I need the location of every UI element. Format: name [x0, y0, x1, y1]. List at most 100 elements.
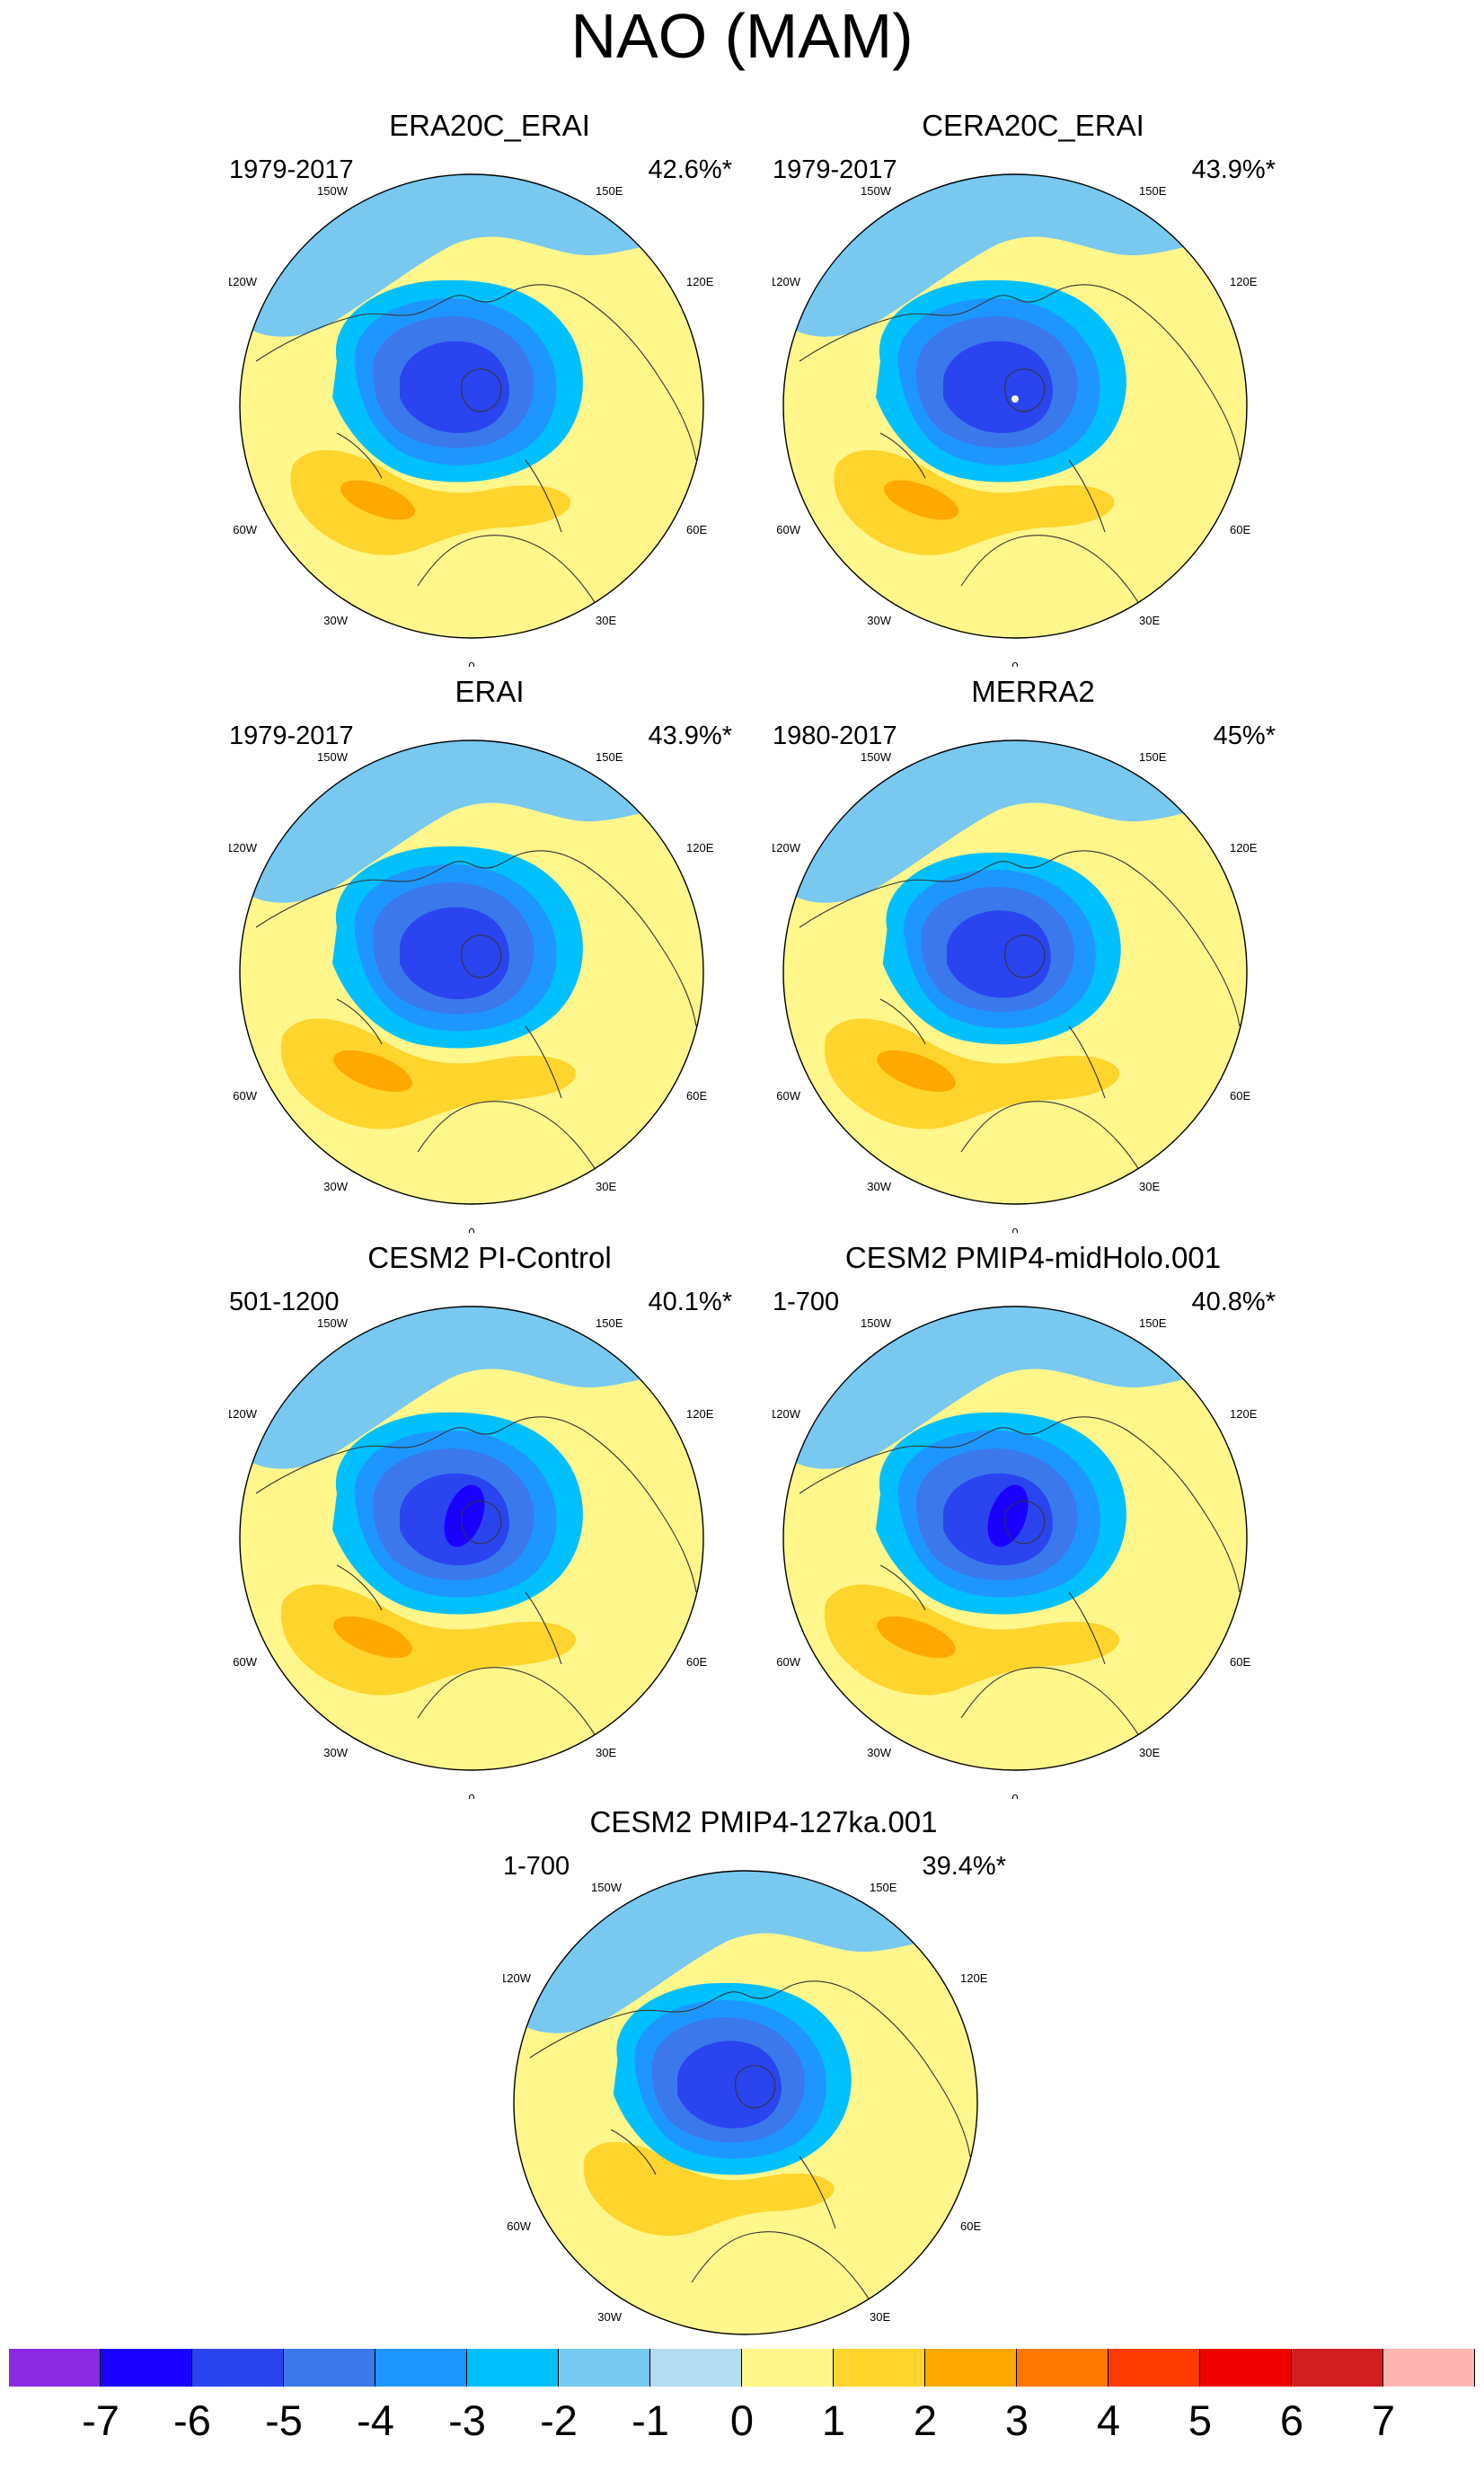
longitude-label: 150W: [861, 184, 892, 198]
colorbar-tick-label: -7: [82, 2396, 119, 2444]
colorbar-swatch: [1200, 2349, 1292, 2387]
atlantic-high-anomaly: [583, 2141, 835, 2237]
colorbar-swatch: [192, 2349, 284, 2387]
panel-period: 1-700: [773, 1288, 840, 1316]
panel-period: 1979-2017: [773, 155, 897, 184]
polar-map: 180150E120E90E60E30E030W60W90W120W150W: [229, 740, 714, 1233]
map-boundary: [513, 1870, 978, 2335]
colorbar-swatch: [834, 2349, 925, 2387]
longitude-label: 30E: [596, 1746, 616, 1759]
longitude-label: 0: [1011, 1792, 1018, 1799]
atlantic-high-anomaly: [280, 1584, 576, 1696]
panel-period: 1980-2017: [773, 722, 897, 750]
pacific-negative-region: [240, 740, 696, 903]
longitude-label: 60E: [686, 1089, 707, 1103]
arctic-low-anomaly: [332, 1412, 583, 1615]
figure-title: NAO (MAM): [570, 1, 914, 71]
longitude-label: 150E: [1139, 1316, 1167, 1330]
longitude-label: 0: [1011, 660, 1018, 667]
polar-map: 180150E120E90E60E30E030W60W90W120W150W: [229, 173, 714, 667]
pacific-negative-region: [240, 1307, 696, 1469]
longitude-label: 120E: [960, 1971, 988, 1985]
longitude-label: 120E: [1230, 1407, 1258, 1421]
longitude-label: 120E: [686, 1407, 714, 1421]
map-boundary: [239, 1306, 704, 1771]
arctic-low-anomaly: [876, 1412, 1126, 1615]
longitude-label: 120E: [1230, 275, 1258, 288]
longitude-label: 30W: [867, 1746, 891, 1759]
map-panel-erai: ERAI1979-201743.9%*180150E120E90E60E30E0…: [229, 674, 750, 1233]
coastlines: [799, 850, 1241, 1198]
panel-period: 1979-2017: [229, 722, 354, 750]
panel-title: CESM2 PMIP4-midHolo.001: [844, 1241, 1222, 1274]
colorbar-swatch: [742, 2349, 834, 2387]
colorbar-tick-label: -4: [357, 2396, 394, 2444]
longitude-label: 60E: [1230, 1655, 1250, 1669]
arctic-low-anomaly: [882, 852, 1121, 1045]
longitude-label: 60W: [776, 1089, 800, 1103]
colorbar-tick-label: 6: [1279, 2396, 1304, 2444]
colorbar-tick-label: 7: [1371, 2396, 1396, 2444]
longitude-label: 30E: [596, 1180, 616, 1193]
panel-explained-variance: 43.9%*: [1191, 155, 1276, 184]
longitude-label: 120W: [773, 841, 801, 855]
longitude-label: 60W: [233, 1655, 257, 1669]
colorbar-tick-label: -3: [448, 2396, 486, 2444]
longitude-label: 120W: [503, 1971, 532, 1985]
longitude-label: 30W: [323, 1180, 348, 1193]
longitude-label: 0: [468, 660, 474, 667]
longitude-label: 30E: [870, 2310, 890, 2324]
longitude-label: 150E: [596, 184, 623, 198]
panel-period: 1979-2017: [229, 155, 354, 184]
longitude-label: 150E: [1139, 750, 1167, 764]
polar-map: 180150E120E90E60E30E030W60W90W120W150W: [773, 173, 1258, 667]
colorbar-swatch: [1383, 2349, 1475, 2387]
pacific-negative-region: [783, 740, 1240, 903]
longitude-label: 120E: [686, 275, 714, 288]
longitude-label: 150W: [317, 750, 349, 764]
colorbar-swatch: [9, 2349, 101, 2387]
longitude-label: 30W: [323, 1746, 348, 1759]
coastlines: [529, 1980, 971, 2328]
longitude-label: 30W: [323, 614, 348, 627]
colorbar-swatch: [1292, 2349, 1383, 2387]
longitude-label: 120E: [1230, 841, 1258, 855]
atlantic-high-anomaly: [824, 1018, 1119, 1129]
longitude-label: 150E: [596, 1316, 623, 1330]
longitude-label: 30W: [867, 614, 891, 627]
map-boundary: [239, 173, 704, 639]
longitude-label: 30E: [1139, 1180, 1160, 1193]
longitude-label: 60E: [686, 1655, 707, 1669]
polar-map: 180150E120E90E60E30E030W60W90W120W150W: [229, 1306, 714, 1799]
map-panel-merra2: MERRA21980-201745%*180150E120E90E60E30E0…: [773, 674, 1294, 1233]
longitude-label: 30E: [596, 614, 616, 627]
panel-title: CERA20C_ERAI: [922, 109, 1144, 142]
colorbar-swatch: [1017, 2349, 1109, 2387]
longitude-label: 120W: [229, 275, 258, 288]
colorbar-swatch: [467, 2349, 559, 2387]
arctic-low-anomaly: [332, 846, 583, 1049]
center-dot: [1011, 395, 1019, 403]
colorbar-tick-label: 4: [1096, 2396, 1121, 2444]
longitude-label: 60E: [960, 2219, 981, 2233]
longitude-label: 150W: [861, 1316, 892, 1330]
pacific-negative-region: [514, 1871, 970, 2033]
map-panel-midholo: CESM2 PMIP4-midHolo.0011-70040.8%*180150…: [773, 1240, 1294, 1799]
colorbar-tick-label: 5: [1188, 2396, 1213, 2444]
longitude-label: 120W: [229, 1407, 258, 1421]
longitude-label: 30E: [1139, 1746, 1160, 1759]
longitude-label: 150W: [861, 750, 892, 764]
pacific-negative-region: [783, 1307, 1240, 1469]
longitude-label: 30W: [867, 1180, 891, 1193]
colorbar-swatch: [650, 2349, 742, 2387]
longitude-label: 150W: [591, 1881, 623, 1894]
map-boundary: [782, 740, 1248, 1205]
longitude-label: 150E: [596, 750, 623, 764]
panel-explained-variance: 40.1%*: [648, 1288, 732, 1316]
coastlines: [255, 284, 697, 632]
longitude-label: 0: [1011, 1226, 1018, 1233]
longitude-label: 60W: [776, 523, 800, 536]
map-boundary: [782, 173, 1248, 639]
longitude-label: 30W: [597, 2310, 622, 2324]
map-panel-era20c: ERA20C_ERAI1979-201742.6%*180150E120E90E…: [229, 108, 750, 667]
